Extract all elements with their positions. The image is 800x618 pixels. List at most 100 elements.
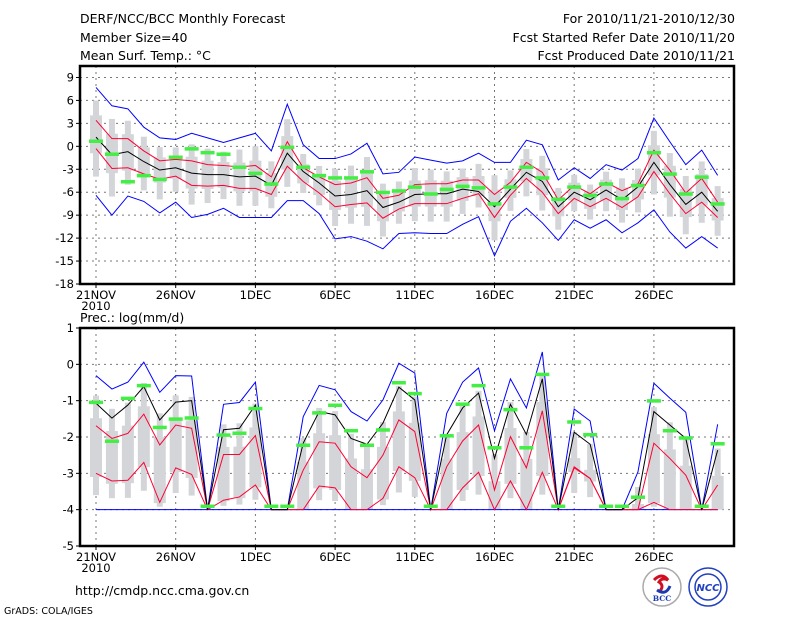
obs-marker — [535, 176, 550, 180]
obs-marker — [232, 431, 247, 436]
y-tick-label: -2 — [63, 430, 74, 444]
obs-marker — [678, 436, 693, 440]
y-tick-label: 9 — [67, 70, 74, 84]
obs-marker — [567, 185, 582, 189]
x-tick-label: 16DEC — [475, 288, 514, 302]
ncc-logo: NCC — [688, 567, 728, 607]
member-box — [121, 134, 134, 171]
website-url[interactable]: http://cmdp.ncc.cma.gov.cn — [75, 583, 249, 598]
y-tick-label: -3 — [63, 466, 74, 480]
member-box — [631, 503, 644, 510]
produced-date: Fcst Produced Date 2010/11/21 — [537, 48, 735, 63]
x-tick-label: 11DEC — [395, 288, 434, 302]
obs-marker — [646, 150, 661, 155]
plot-frame — [78, 64, 736, 286]
obs-marker — [407, 185, 422, 189]
obs-marker — [503, 185, 518, 189]
y-tick-label: -1 — [63, 394, 74, 408]
obs-marker — [104, 439, 119, 443]
obs-marker — [583, 193, 598, 198]
series-line-mean — [95, 136, 719, 212]
x-tick-label: 26NOV — [156, 288, 196, 302]
obs-marker — [710, 442, 725, 446]
obs-marker — [312, 411, 327, 415]
obs-marker — [328, 176, 343, 180]
obs-marker — [567, 420, 582, 424]
member-box — [233, 446, 246, 499]
member-box — [105, 431, 118, 484]
y-tick-label: 1 — [67, 321, 74, 335]
member-box — [345, 178, 358, 208]
obs-marker — [89, 400, 103, 405]
y-tick-label: -18 — [55, 277, 74, 291]
obs-marker — [232, 165, 247, 169]
obs-marker — [599, 504, 614, 509]
y-tick-label: -6 — [63, 185, 74, 199]
obs-marker — [200, 150, 215, 155]
x-tick-label: 21NOV — [76, 550, 116, 564]
member-box — [408, 422, 421, 481]
x-tick-label: 21DEC — [555, 550, 594, 564]
obs-marker — [662, 428, 677, 433]
obs-marker — [216, 152, 231, 156]
obs-marker — [216, 433, 231, 437]
obs-marker — [200, 504, 215, 509]
series-line-upper — [95, 119, 719, 203]
obs-marker — [678, 192, 693, 196]
plot-frame — [78, 326, 736, 548]
y-tick-label: -12 — [55, 231, 74, 245]
obs-marker — [359, 170, 374, 174]
x-tick-label: 11DEC — [395, 550, 434, 564]
series-line-max — [95, 87, 719, 181]
obs-marker — [630, 183, 645, 188]
y-tick-label: 0 — [67, 357, 74, 371]
obs-marker — [423, 192, 438, 196]
obs-marker — [551, 504, 566, 509]
obs-marker — [455, 184, 470, 189]
y-tick-label: -3 — [63, 162, 74, 176]
series-line-lower — [95, 148, 719, 219]
obs-marker — [264, 182, 279, 186]
x-tick-label: 21DEC — [555, 288, 594, 302]
member-box — [488, 481, 501, 510]
obs-marker — [280, 504, 295, 509]
obs-marker — [615, 196, 630, 201]
x-tick-label: 6DEC — [319, 550, 350, 564]
obs-marker — [630, 495, 645, 499]
obs-marker — [344, 176, 359, 180]
obs-marker — [89, 139, 103, 143]
obs-marker — [407, 391, 422, 396]
obs-marker — [120, 396, 135, 401]
obs-marker — [439, 434, 454, 438]
member-box — [90, 418, 102, 477]
member-box — [313, 174, 326, 196]
obs-marker — [152, 425, 167, 430]
grads-credit: GrADS: COLA/IGES — [4, 606, 93, 617]
member-box — [345, 458, 358, 510]
member-box — [440, 458, 453, 510]
obs-marker — [248, 406, 263, 411]
obs-marker — [519, 446, 534, 450]
obs-marker — [184, 416, 199, 420]
member-box — [153, 437, 166, 504]
obs-marker — [184, 147, 199, 151]
obs-marker — [152, 177, 167, 182]
obs-marker — [296, 443, 311, 447]
x-tick-label: 21NOV — [76, 288, 116, 302]
obs-marker — [694, 504, 709, 509]
member-box — [121, 425, 134, 484]
forecast-period: For 2010/11/21-2010/12/30 — [563, 11, 735, 26]
member-box — [217, 446, 230, 502]
x-tick-label: 1DEC — [240, 550, 271, 564]
obs-marker — [375, 428, 390, 432]
member-box — [472, 175, 485, 197]
obs-marker — [423, 504, 438, 509]
member-box — [472, 416, 485, 476]
x-tick-label: 26NOV — [156, 550, 196, 564]
obs-marker — [710, 202, 725, 206]
x-tick-label: 1DEC — [240, 288, 271, 302]
variable-label: Mean Surf. Temp.: °C — [80, 48, 211, 63]
figure-title: DERF/NCC/BCC Monthly Forecast — [80, 11, 285, 26]
obs-marker — [296, 165, 311, 169]
